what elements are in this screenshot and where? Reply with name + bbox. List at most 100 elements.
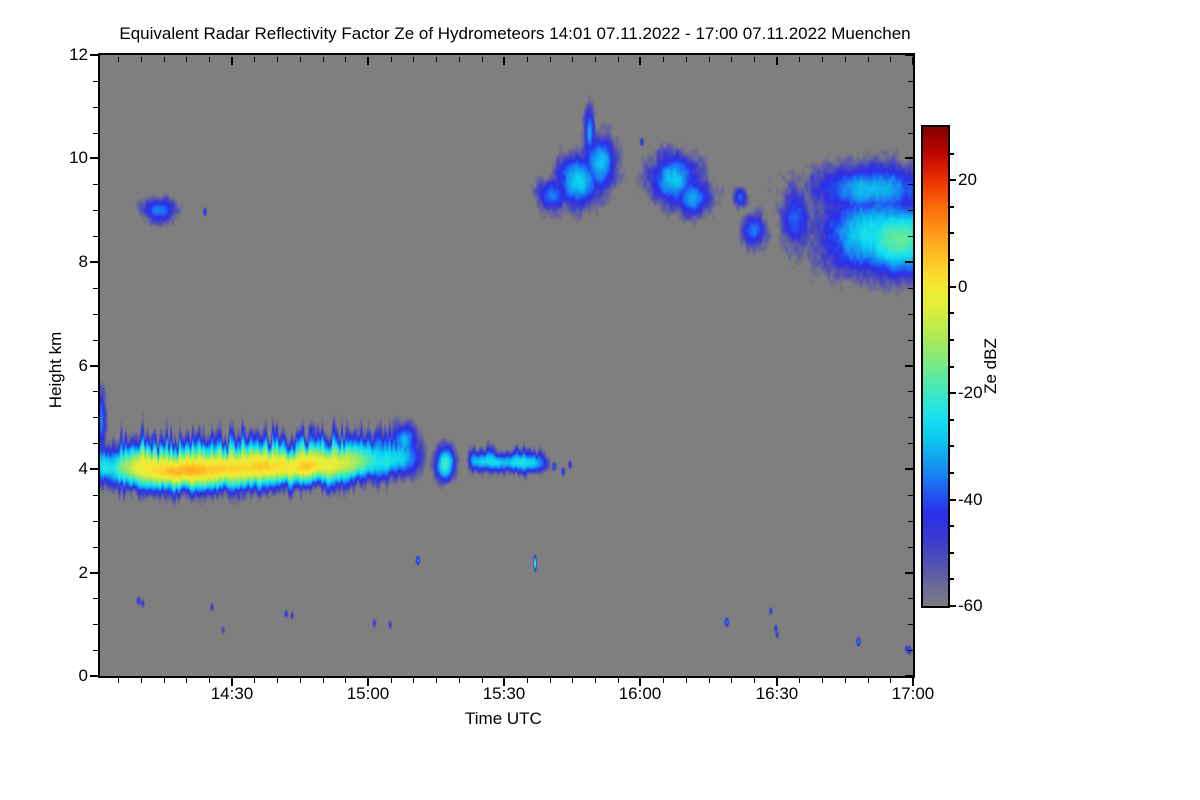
colorbar-tick-label: 0: [958, 277, 968, 296]
y-axis-minor-tick-right: [908, 184, 913, 185]
y-axis-minor-tick: [93, 650, 98, 651]
y-axis-minor-tick: [93, 391, 98, 392]
x-axis-minor-tick: [118, 678, 119, 683]
x-axis-minor-tick-top: [209, 57, 210, 62]
x-axis-major-tick: [503, 678, 505, 686]
y-axis-minor-tick: [93, 81, 98, 82]
x-axis-minor-tick-top: [799, 57, 800, 62]
colorbar-tick-label: 20: [958, 170, 977, 189]
y-axis-minor-tick: [93, 598, 98, 599]
x-axis-minor-tick: [323, 678, 324, 683]
x-axis-major-tick: [231, 678, 233, 686]
y-axis-minor-tick-right: [908, 443, 913, 444]
x-axis-minor-tick-top: [345, 57, 346, 62]
y-axis-tick-label: 4: [78, 459, 88, 478]
colorbar-minor-tick: [950, 578, 954, 580]
x-axis-minor-tick-top: [164, 57, 165, 62]
y-axis-minor-tick-right: [908, 598, 913, 599]
colorbar-major-tick: [950, 499, 956, 501]
x-axis-minor-tick: [277, 678, 278, 683]
x-axis-minor-tick: [686, 678, 687, 683]
colorbar-minor-tick: [950, 259, 954, 261]
x-axis-minor-tick: [300, 678, 301, 683]
colorbar-minor-tick: [950, 552, 954, 554]
x-axis-minor-tick: [799, 678, 800, 683]
x-axis-label: Time UTC: [465, 709, 542, 728]
x-axis-minor-tick: [754, 678, 755, 683]
y-axis-tick-label: 10: [69, 148, 88, 167]
y-axis-major-tick: [90, 157, 98, 159]
y-axis-minor-tick: [93, 521, 98, 522]
colorbar-major-tick: [950, 605, 956, 607]
y-axis-minor-tick-right: [908, 133, 913, 134]
x-axis-minor-tick: [845, 678, 846, 683]
y-axis-minor-tick: [93, 314, 98, 315]
x-axis-minor-tick: [209, 678, 210, 683]
x-axis-minor-tick-top: [709, 57, 710, 62]
x-axis-minor-tick-top: [323, 57, 324, 62]
y-axis-minor-tick: [93, 624, 98, 625]
y-axis-minor-tick: [93, 107, 98, 108]
x-axis-major-tick: [367, 678, 369, 686]
y-axis-minor-tick-right: [908, 340, 913, 341]
y-axis-minor-tick-right: [908, 624, 913, 625]
x-axis-major-tick: [776, 678, 778, 686]
y-axis-minor-tick-right: [908, 210, 913, 211]
x-axis-major-tick: [912, 678, 914, 686]
x-axis-minor-tick: [436, 678, 437, 683]
x-axis-minor-tick-top: [686, 57, 687, 62]
plot-frame: [98, 53, 915, 678]
x-axis-minor-tick-top: [618, 57, 619, 62]
y-axis-tick-label: 12: [69, 45, 88, 64]
x-axis-minor-tick-top: [890, 57, 891, 62]
x-axis-minor-tick-top: [550, 57, 551, 62]
x-axis-minor-tick: [527, 678, 528, 683]
x-axis-minor-tick-top: [845, 57, 846, 62]
x-axis-minor-tick: [482, 678, 483, 683]
y-axis-minor-tick-right: [908, 81, 913, 82]
x-axis-minor-tick-top: [141, 57, 142, 62]
y-axis-major-tick: [90, 365, 98, 367]
colorbar-major-tick: [950, 392, 956, 394]
y-axis-minor-tick: [93, 288, 98, 289]
x-axis-major-tick-top: [776, 57, 778, 65]
y-axis-minor-tick-right: [908, 417, 913, 418]
y-axis-minor-tick: [93, 443, 98, 444]
x-axis-major-tick-top: [503, 57, 505, 65]
x-axis-major-tick-top: [639, 57, 641, 65]
y-axis-minor-tick-right: [908, 391, 913, 392]
y-axis-major-tick: [90, 572, 98, 574]
y-axis-major-tick-right: [905, 54, 913, 56]
chart-title: Equivalent Radar Reflectivity Factor Ze …: [119, 24, 911, 43]
y-axis-tick-label: 6: [78, 356, 88, 375]
x-axis-minor-tick: [459, 678, 460, 683]
y-axis-major-tick: [90, 261, 98, 263]
y-axis-major-tick-right: [905, 572, 913, 574]
x-axis-minor-tick-top: [822, 57, 823, 62]
x-axis-tick-label: 17:00: [891, 684, 935, 703]
x-axis-minor-tick: [550, 678, 551, 683]
heatmap-canvas: [100, 55, 913, 676]
x-axis-minor-tick: [391, 678, 392, 683]
colorbar-tick-label: -40: [958, 490, 983, 509]
x-axis-minor-tick-top: [595, 57, 596, 62]
y-axis-tick-label: 8: [78, 252, 88, 271]
colorbar-minor-tick: [950, 525, 954, 527]
y-axis-minor-tick-right: [908, 521, 913, 522]
x-axis-major-tick-top: [367, 57, 369, 65]
colorbar-major-tick: [950, 286, 956, 288]
x-axis-minor-tick: [164, 678, 165, 683]
y-axis-minor-tick: [93, 184, 98, 185]
x-axis-minor-tick: [890, 678, 891, 683]
y-axis-minor-tick-right: [908, 547, 913, 548]
y-axis-minor-tick: [93, 210, 98, 211]
x-axis-minor-tick-top: [413, 57, 414, 62]
x-axis-minor-tick: [868, 678, 869, 683]
x-axis-minor-tick: [345, 678, 346, 683]
y-axis-tick-label: 0: [78, 666, 88, 685]
x-axis-minor-tick: [618, 678, 619, 683]
x-axis-major-tick-top: [231, 57, 233, 65]
x-axis-minor-tick-top: [277, 57, 278, 62]
y-axis-minor-tick-right: [908, 650, 913, 651]
